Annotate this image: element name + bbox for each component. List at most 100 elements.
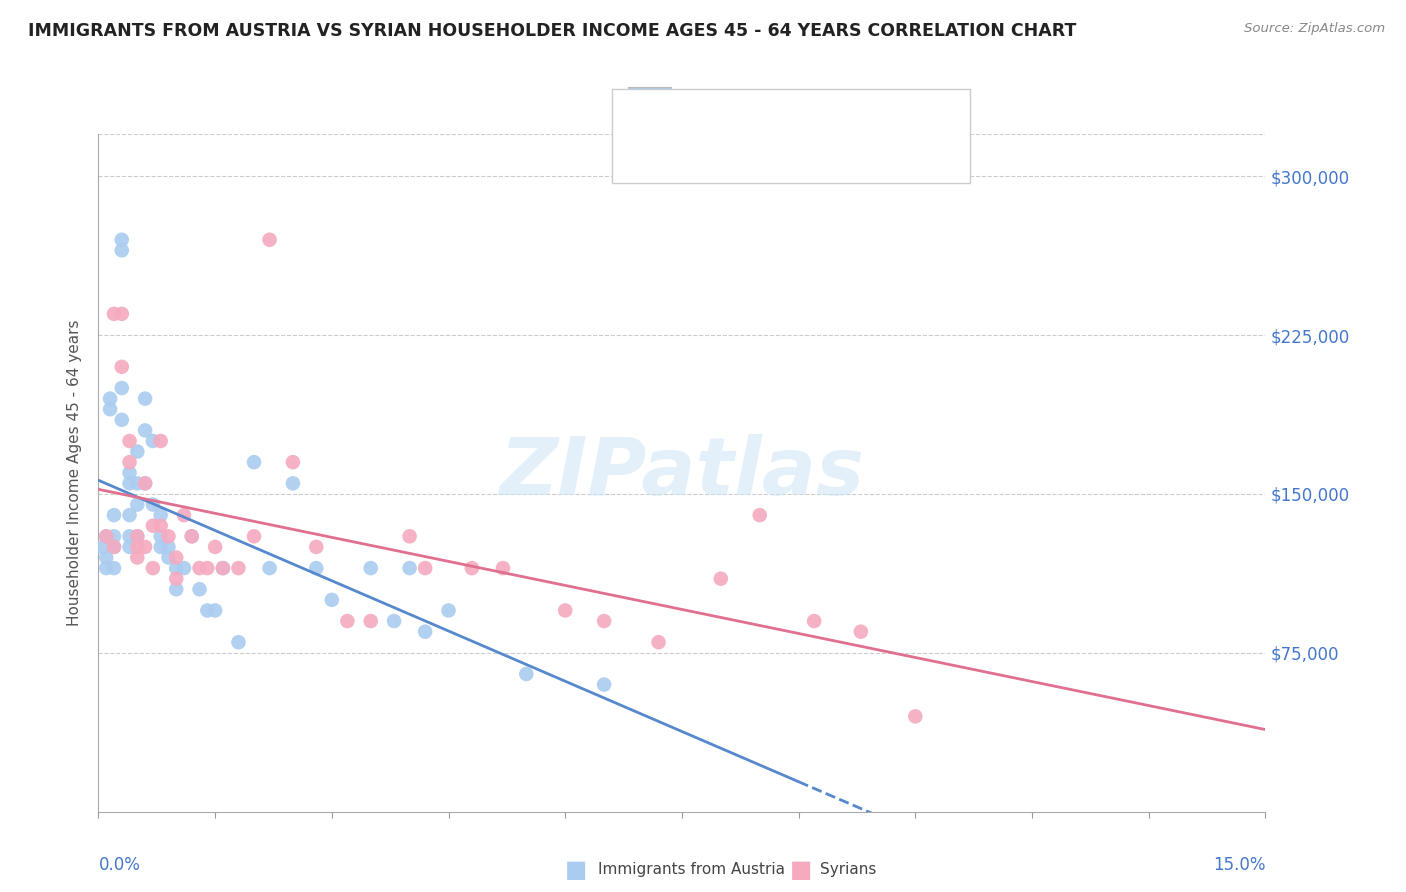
Point [103,561,125,575]
Point [281,455,304,469]
Text: IMMIGRANTS FROM AUSTRIA VS SYRIAN HOUSEHOLDER INCOME AGES 45 - 64 YEARS CORRELAT: IMMIGRANTS FROM AUSTRIA VS SYRIAN HOUSEH… [28,22,1077,40]
Point [228,561,250,575]
Point [142,561,165,575]
Text: Syrians: Syrians [820,863,876,877]
Point [305,561,328,575]
Point [157,529,180,543]
Point [98,402,121,417]
Point [803,614,825,628]
Point [111,233,134,247]
Point [111,307,134,321]
Point [188,561,211,575]
Point [127,498,149,512]
Point [127,550,149,565]
Point [321,592,343,607]
Point [111,381,134,395]
Point [118,455,141,469]
Point [149,540,172,554]
Point [180,529,202,543]
Point [91,540,114,554]
Point [118,508,141,523]
Point [173,508,195,523]
Point [165,582,187,597]
Point [382,614,405,628]
Point [118,434,141,448]
Point [360,614,382,628]
Point [180,529,202,543]
Point [188,582,211,597]
Point [336,614,359,628]
Point [142,434,165,448]
Point [103,529,125,543]
Point [243,529,266,543]
Point [259,561,281,575]
Point [103,307,125,321]
Y-axis label: Householder Income Ages 45 - 64 years: Householder Income Ages 45 - 64 years [67,319,83,626]
Text: R =   0.022   N = 54: R = 0.022 N = 54 [682,92,882,110]
Point [118,529,141,543]
Text: Source: ZipAtlas.com: Source: ZipAtlas.com [1244,22,1385,36]
Point [228,635,250,649]
Text: ZIPatlas: ZIPatlas [499,434,865,512]
Point [149,508,172,523]
Point [212,561,235,575]
Text: ■: ■ [565,858,588,881]
Point [195,561,218,575]
Point [593,678,616,692]
Point [710,572,733,586]
Point [111,359,134,374]
Point [554,603,576,617]
Point [647,635,669,649]
Point [165,561,187,575]
Point [243,455,266,469]
Point [593,614,616,628]
Point [127,529,149,543]
Point [134,540,156,554]
Point [165,550,187,565]
Point [305,540,328,554]
Point [96,561,118,575]
Point [849,624,872,639]
Point [98,392,121,406]
Point [127,529,149,543]
Point [134,476,156,491]
Point [111,413,134,427]
Point [142,498,165,512]
Point [118,540,141,554]
Point [204,603,226,617]
Text: 15.0%: 15.0% [1213,855,1265,874]
Point [173,561,195,575]
Point [96,529,118,543]
Point [437,603,460,617]
Point [142,518,165,533]
Point [118,466,141,480]
Point [204,540,226,554]
Text: ■: ■ [790,858,813,881]
Point [149,434,172,448]
Point [398,529,420,543]
Point [127,540,149,554]
Point [103,540,125,554]
Point [360,561,382,575]
Point [461,561,484,575]
Point [127,444,149,458]
Point [904,709,927,723]
Text: R = -0.060   N = 44: R = -0.060 N = 44 [682,152,872,169]
Point [149,518,172,533]
Point [413,561,436,575]
Point [134,392,156,406]
Point [118,476,141,491]
Point [165,572,187,586]
Point [413,624,436,639]
Point [281,476,304,491]
Point [149,529,172,543]
Point [492,561,515,575]
Point [157,540,180,554]
Point [398,561,420,575]
Point [96,550,118,565]
Point [195,603,218,617]
Point [212,561,235,575]
Point [127,476,149,491]
Point [111,244,134,258]
Point [157,550,180,565]
